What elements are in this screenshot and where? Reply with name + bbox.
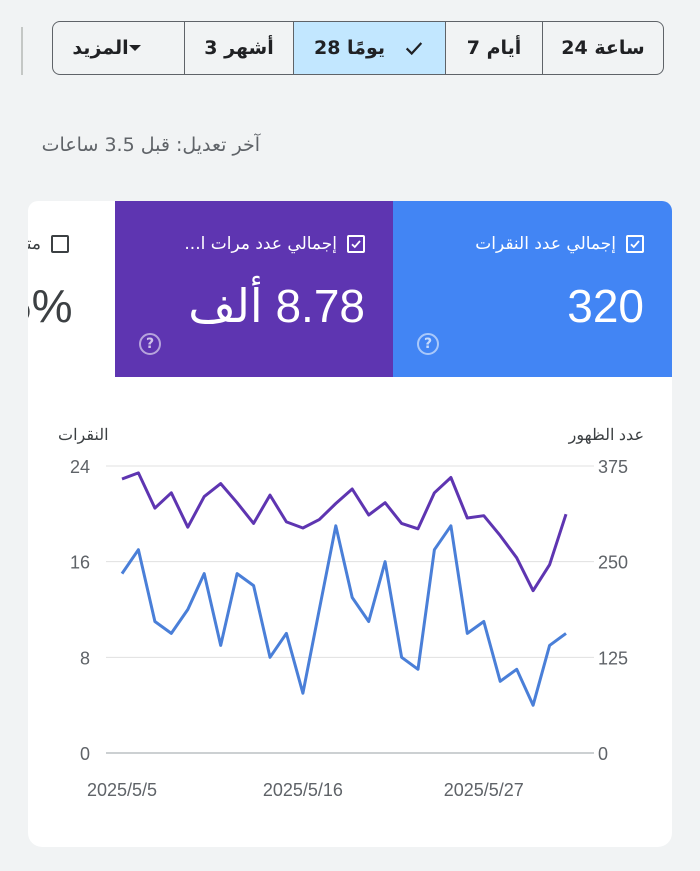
range-label: 3 أشهر	[204, 37, 274, 59]
range-label: 28 يومًا	[313, 37, 385, 59]
x-tick-label: 2025/5/27	[444, 780, 524, 800]
metric-label: إجمالي عدد مرات ا...	[184, 234, 365, 254]
metric-card-impressions[interactable]: إجمالي عدد مرات ا... 8.78 ألف ?	[115, 201, 393, 377]
y-left-tick-label: 8	[80, 648, 90, 668]
y-right-axis-label: عدد الظهور	[568, 427, 644, 444]
check-icon	[405, 42, 423, 56]
metric-value: 320	[567, 280, 644, 332]
performance-chart: 0 0 8 125 16 250 24 375 النقرات عدد الظهور 2025/5/…	[28, 377, 672, 847]
date-range-selector: 24 ساعة 7 أيام 28 يومًا 3 أشهر المزيد	[52, 21, 664, 75]
metric-card-clicks[interactable]: إجمالي عدد النقرات 320 ?	[393, 201, 672, 377]
y-left-tick-label: 24	[70, 457, 90, 477]
range-label: 7 أيام	[466, 37, 522, 59]
x-tick-label: 2025/5/5	[87, 780, 157, 800]
y-left-tick-label: 0	[80, 744, 90, 764]
help-icon[interactable]: ?	[417, 333, 439, 355]
x-tick-label: 2025/5/16	[263, 780, 343, 800]
metric-label-text: إجمالي عدد النقرات	[475, 234, 616, 254]
checkbox-unchecked-icon[interactable]	[51, 235, 70, 253]
range-more[interactable]: المزيد	[53, 22, 184, 74]
y-right-tick-label: 125	[598, 648, 628, 668]
metric-label-text: إجمالي عدد مرات ا...	[184, 234, 337, 254]
impressions-series-line	[121, 471, 568, 593]
checkbox-checked-icon[interactable]	[626, 235, 644, 253]
range-label: 24 ساعة	[561, 37, 645, 59]
y-left-axis-label: النقرات	[58, 427, 109, 444]
divider	[21, 27, 23, 75]
range-label: المزيد	[72, 37, 129, 59]
range-3m[interactable]: 3 أشهر	[184, 22, 293, 74]
metric-value: 5%	[28, 280, 73, 332]
metric-cards: إجمالي عدد النقرات 320 ? إجمالي عدد مرات…	[28, 201, 672, 377]
help-icon[interactable]: ?	[139, 333, 161, 355]
checkbox-checked-icon[interactable]	[347, 235, 365, 253]
range-24h[interactable]: 24 ساعة	[542, 22, 663, 74]
metric-label: إجمالي عدد النقرات	[475, 234, 644, 254]
y-right-tick-label: 0	[598, 744, 608, 764]
metric-card-average[interactable]: متو 5%	[28, 201, 115, 377]
range-7d[interactable]: 7 أيام	[445, 22, 542, 74]
clicks-series-line	[120, 524, 567, 707]
line-chart: 0 0 8 125 16 250 24 375 النقرات عدد الظهور 2025/5/…	[58, 427, 644, 800]
last-updated-text: آخر تعديل: قبل 3.5 ساعات	[41, 134, 260, 156]
y-left-tick-label: 16	[70, 553, 90, 573]
range-28d[interactable]: 28 يومًا	[293, 22, 445, 74]
dropdown-caret-icon	[128, 45, 141, 51]
y-right-tick-label: 375	[598, 457, 628, 477]
metric-label: متو	[28, 234, 70, 254]
y-right-tick-label: 250	[598, 553, 628, 573]
metric-value: 8.78 ألف	[188, 280, 365, 332]
metric-label-text: متو	[28, 234, 42, 254]
